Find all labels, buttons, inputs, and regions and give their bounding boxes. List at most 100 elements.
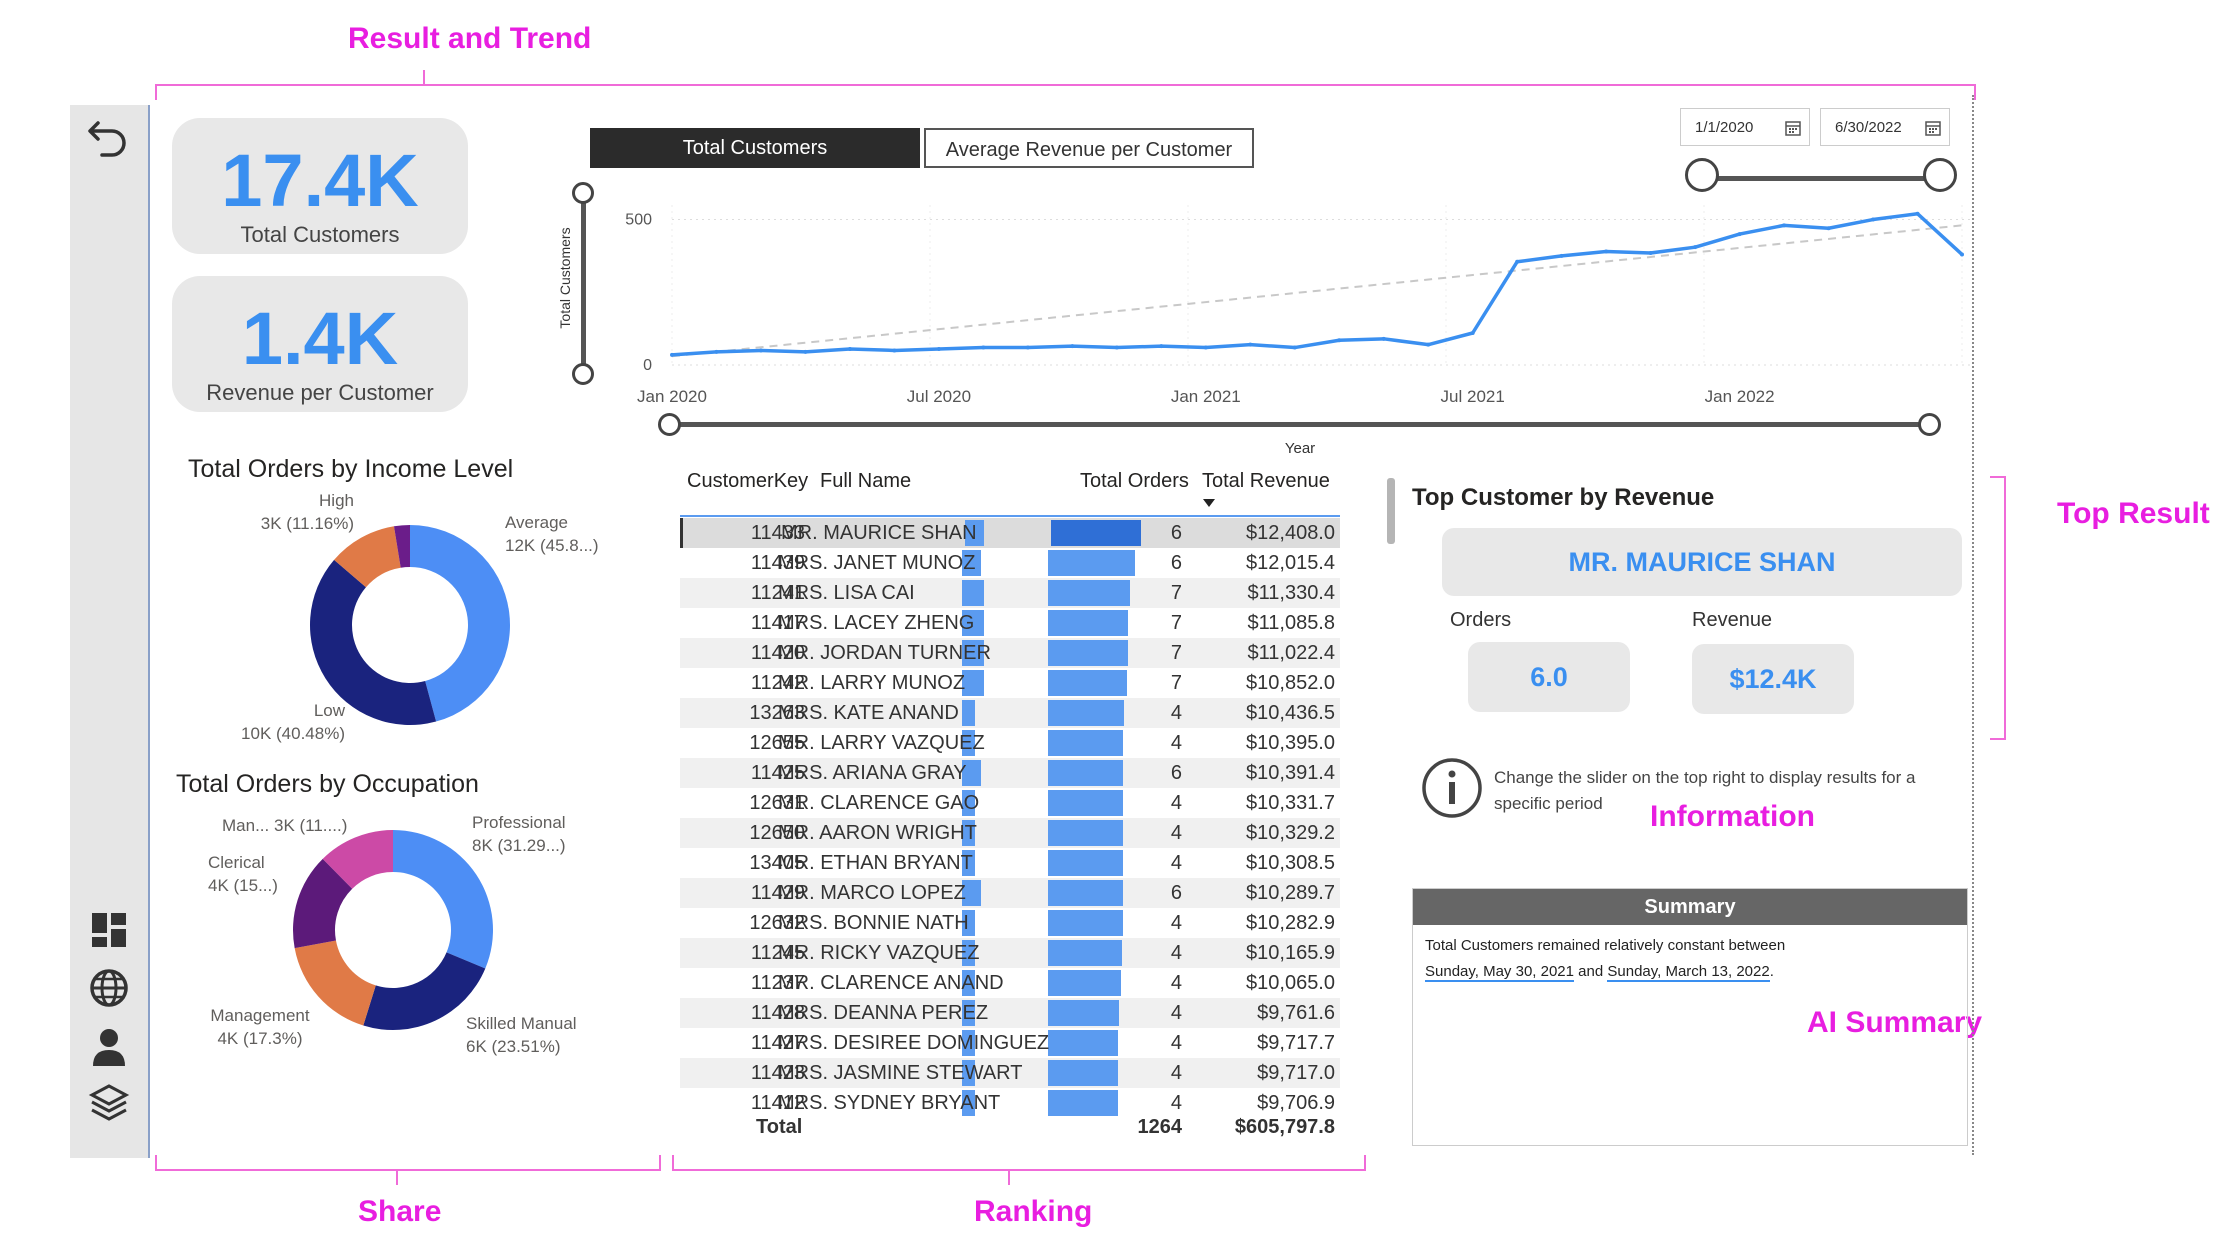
occupation-slice-man-[interactable]: [322, 830, 393, 889]
data-point[interactable]: [892, 348, 897, 353]
table-row[interactable]: 13263 MRS. KATE ANAND 4 $10,436.5: [680, 698, 1340, 728]
cell-fullname: MR. MAURICE SHAN: [781, 522, 977, 544]
col-header-total-revenue[interactable]: Total Revenue: [1202, 470, 1330, 492]
table-row[interactable]: 12632 MRS. BONNIE NATH 4 $10,282.9: [680, 908, 1340, 938]
income-slice-low[interactable]: [310, 559, 437, 725]
tab-total-customers[interactable]: Total Customers: [590, 128, 920, 168]
table-scrollbar[interactable]: [1387, 478, 1395, 544]
summary-date2[interactable]: Sunday, March 13, 2022: [1607, 963, 1770, 983]
y-zoom-slider-track[interactable]: [581, 196, 586, 372]
data-point[interactable]: [1515, 259, 1520, 264]
data-point[interactable]: [1292, 345, 1297, 350]
table-row[interactable]: 11427 MRS. DESIREE DOMINGUEZ 4 $9,717.7: [680, 1028, 1340, 1058]
y-zoom-slider-bottom-handle[interactable]: [572, 363, 594, 385]
series-line-total-customers[interactable]: [671, 211, 1964, 357]
table-row[interactable]: 11439 MRS. JANET MUNOZ 6 $12,015.4: [680, 548, 1340, 578]
date-slider-end-handle[interactable]: [1923, 158, 1957, 192]
x-zoom-slider-start-handle[interactable]: [658, 413, 681, 436]
orders-bar: [962, 580, 984, 606]
data-point[interactable]: [1114, 345, 1119, 350]
data-point[interactable]: [1070, 344, 1075, 349]
table-row[interactable]: 11241 MRS. LISA CAI 7 $11,330.4: [680, 578, 1340, 608]
table-row[interactable]: 12650 MR. AARON WRIGHT 4 $10,329.2: [680, 818, 1340, 848]
table-row[interactable]: 11428 MRS. DEANNA PEREZ 4 $9,761.6: [680, 998, 1340, 1028]
calendar-icon[interactable]: [1785, 120, 1801, 136]
data-point[interactable]: [1604, 249, 1609, 254]
data-point[interactable]: [1782, 223, 1787, 228]
total-orders: 1264: [1137, 1116, 1183, 1138]
date-end-field[interactable]: 6/30/2022: [1820, 108, 1950, 146]
data-point[interactable]: [714, 349, 719, 354]
sort-desc-icon[interactable]: [1203, 499, 1215, 507]
table-row[interactable]: 11245 MR. RICKY VAZQUEZ 4 $10,165.9: [680, 938, 1340, 968]
data-point[interactable]: [1470, 331, 1475, 335]
data-point[interactable]: [1737, 232, 1742, 237]
date-slider-track[interactable]: [1704, 176, 1940, 181]
table-row[interactable]: 11237 MR. CLARENCE ANAND 4 $10,065.0: [680, 968, 1340, 998]
x-zoom-slider-track[interactable]: [672, 422, 1926, 427]
data-point[interactable]: [670, 352, 674, 357]
cell-customerkey: 11439: [750, 552, 805, 574]
box-stack-icon[interactable]: [84, 1080, 134, 1130]
col-header-fullname[interactable]: Full Name: [820, 470, 912, 492]
table-row[interactable]: 11242 MR. LARRY MUNOZ 7 $10,852.0: [680, 668, 1340, 698]
data-point[interactable]: [758, 348, 763, 353]
table-row[interactable]: 11433 MR. MAURICE SHAN 6 $12,408.0: [680, 518, 1340, 548]
data-point[interactable]: [1871, 217, 1876, 222]
data-point[interactable]: [1426, 342, 1431, 347]
dashboard-icon[interactable]: [84, 905, 134, 955]
data-point[interactable]: [1915, 211, 1920, 216]
user-icon[interactable]: [84, 1022, 134, 1072]
data-point[interactable]: [936, 347, 941, 351]
occupation-slice-skilled-manual[interactable]: [363, 952, 486, 1030]
y-zoom-slider-top-handle[interactable]: [572, 182, 594, 204]
x-zoom-slider-end-handle[interactable]: [1918, 413, 1941, 436]
income-slice-high[interactable]: [334, 526, 401, 588]
data-point[interactable]: [1337, 338, 1342, 343]
data-point[interactable]: [1559, 253, 1564, 258]
data-point[interactable]: [1381, 336, 1386, 341]
income-slice-other[interactable]: [393, 525, 410, 568]
table-row[interactable]: 12655 MR. LARRY VAZQUEZ 4 $10,395.0: [680, 728, 1340, 758]
data-point[interactable]: [1826, 226, 1831, 231]
data-point[interactable]: [1960, 252, 1964, 257]
data-point[interactable]: [803, 349, 808, 354]
data-point[interactable]: [847, 347, 852, 351]
occupation-slice-management[interactable]: [294, 940, 376, 1026]
table-row[interactable]: 13405 MR. ETHAN BRYANT 4 $10,308.5: [680, 848, 1340, 878]
data-point[interactable]: [1693, 245, 1698, 250]
calendar-icon[interactable]: [1925, 120, 1941, 136]
col-header-customerkey[interactable]: CustomerKey: [687, 470, 809, 492]
data-point[interactable]: [1203, 345, 1208, 350]
data-point[interactable]: [1648, 251, 1653, 255]
table-row[interactable]: 11425 MRS. ARIANA GRAY 6 $10,391.4: [680, 758, 1340, 788]
income-donut-chart[interactable]: [300, 515, 520, 735]
col-header-total-orders[interactable]: Total Orders: [1080, 470, 1189, 492]
summary-date1[interactable]: Sunday, May 30, 2021: [1425, 963, 1574, 983]
data-point[interactable]: [1025, 345, 1030, 350]
tab-average-revenue[interactable]: Average Revenue per Customer: [924, 128, 1254, 168]
table-row[interactable]: 11429 MR. MARCO LOPEZ 6 $10,289.7: [680, 878, 1340, 908]
data-point[interactable]: [1159, 344, 1164, 349]
cell-customerkey: 11245: [750, 942, 805, 964]
data-point[interactable]: [1248, 342, 1253, 347]
data-point[interactable]: [981, 345, 986, 350]
date-slider-start-handle[interactable]: [1685, 158, 1719, 192]
revenue-value-card: $12.4K: [1692, 644, 1854, 714]
line-chart[interactable]: 0 500 Jan 2020 Jul 2020 Jan 2021 Jul 2021 Jan …: [600, 190, 1970, 410]
cell-revenue: $12,408.0: [1246, 522, 1335, 544]
table-row[interactable]: 12631 MR. CLARENCE GAO 4 $10,331.7: [680, 788, 1340, 818]
occupation-slice-clerical[interactable]: [293, 858, 353, 949]
occupation-slice-professional[interactable]: [393, 830, 493, 969]
globe-icon[interactable]: [84, 963, 134, 1013]
income-slice-average[interactable]: [410, 525, 510, 722]
table-row[interactable]: 11417 MRS. LACEY ZHENG 7 $11,085.8: [680, 608, 1340, 638]
back-arrow-icon[interactable]: [84, 113, 134, 163]
cell-revenue: $10,331.7: [1246, 792, 1335, 814]
table-row[interactable]: 11423 MRS. JASMINE STEWART 4 $9,717.0: [680, 1058, 1340, 1088]
cell-revenue: $10,329.2: [1246, 822, 1335, 844]
table-row[interactable]: 11420 MR. JORDAN TURNER 7 $11,022.4: [680, 638, 1340, 668]
occupation-donut-chart[interactable]: [283, 820, 503, 1040]
table-row[interactable]: 11412 MRS. SYDNEY BRYANT 4 $9,706.9: [680, 1088, 1340, 1118]
date-start-field[interactable]: 1/1/2020: [1680, 108, 1810, 146]
